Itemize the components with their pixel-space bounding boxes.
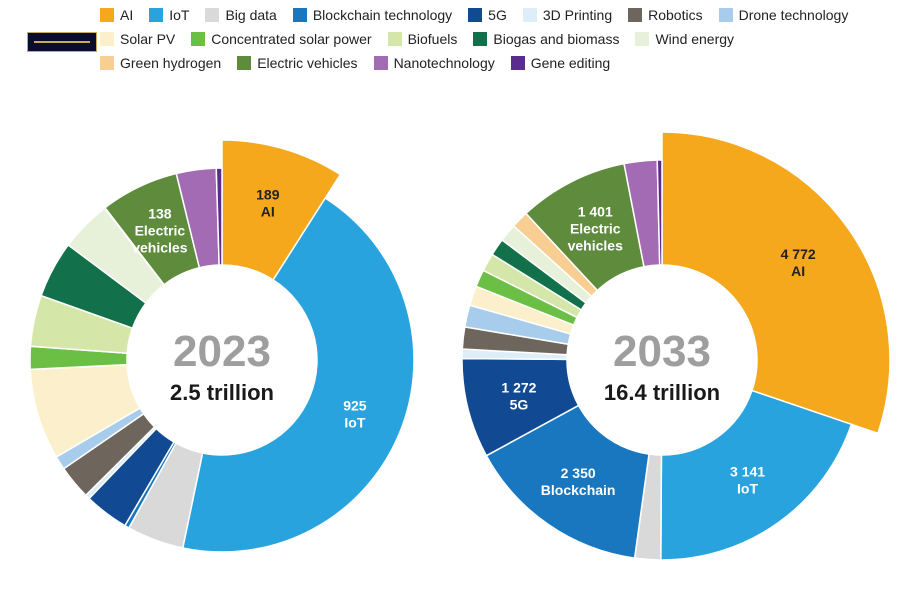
- legend-label: Drone technology: [738, 7, 849, 23]
- slice-name: 5G: [510, 396, 529, 412]
- slice-value: 1 401: [578, 203, 613, 219]
- legend-item: Wind energy: [635, 30, 734, 48]
- slice-name: vehicles: [132, 240, 187, 256]
- donut-2023: 189 AI 925 IoT 138 Electric vehicles 2023 2.5 tr…: [29, 139, 415, 553]
- total-label: 16.4 trillion: [604, 380, 720, 405]
- legend-swatch: [237, 56, 252, 70]
- legend-label: Wind energy: [655, 31, 735, 47]
- legend-swatch: [510, 56, 525, 70]
- legend-item: Electric vehicles: [237, 54, 358, 72]
- slice-value: 2 350: [561, 465, 596, 481]
- slice-iot: [181, 197, 415, 553]
- legend-item: Gene editing: [510, 54, 611, 72]
- slice-name: IoT: [344, 415, 365, 431]
- legend-swatch: [468, 8, 483, 22]
- legend-item: Robotics: [628, 6, 703, 24]
- legend-swatch: [522, 8, 537, 22]
- legend-item: Concentrated solar power: [191, 30, 372, 48]
- legend: AI IoT Big data Blockchain technology 5G 3D P…: [100, 6, 860, 72]
- legend-label: Electric vehicles: [257, 55, 358, 71]
- legend-swatch: [100, 8, 114, 22]
- legend-item: Biofuels: [387, 30, 458, 48]
- slice-label: 189 AI: [256, 187, 280, 220]
- slice-iot: [660, 389, 853, 561]
- legend-label: IoT: [169, 7, 190, 23]
- legend-swatch: [718, 8, 733, 22]
- legend-item: Solar PV: [100, 30, 175, 48]
- year-label: 2023: [173, 327, 271, 376]
- slice-value: 189: [256, 187, 280, 203]
- slice-value: 138: [148, 206, 172, 222]
- legend-swatch: [292, 8, 307, 22]
- legend-swatch: [100, 56, 114, 70]
- slice-name: AI: [261, 204, 275, 220]
- legend-item: Drone technology: [718, 6, 849, 24]
- legend-label: AI: [120, 7, 134, 23]
- slice-label: 925 IoT: [343, 398, 367, 431]
- legend-swatch: [387, 32, 402, 46]
- slice-name: Blockchain: [541, 482, 616, 498]
- year-label: 2033: [613, 327, 711, 376]
- slice-label: 1 401 Electric vehicles: [568, 203, 623, 253]
- slice-label: 4 772 AI: [781, 246, 816, 279]
- legend-swatch: [373, 56, 388, 70]
- legend-label: Blockchain technology: [312, 7, 453, 23]
- donut-2033: 4 772 AI 3 141 IoT 2 350 Blockchain 1 272 5G 1 4…: [461, 131, 891, 561]
- slice-label: 1 272 5G: [501, 379, 536, 412]
- slice-value: 4 772: [781, 246, 816, 262]
- slice-gene-editing: [656, 159, 663, 266]
- legend-swatch: [205, 8, 220, 22]
- legend-swatch: [191, 32, 206, 46]
- slice-value: 3 141: [730, 464, 765, 480]
- slice-name: AI: [791, 263, 805, 279]
- slice-ai: [221, 139, 342, 281]
- legend-swatch: [628, 8, 643, 22]
- legend-item: Nanotechnology: [373, 54, 495, 72]
- slice-gene-editing: [215, 167, 223, 266]
- legend-item: 5G: [468, 6, 507, 24]
- legend-label: Biofuels: [407, 31, 458, 47]
- legend-label: Green hydrogen: [120, 55, 222, 71]
- slice-name: Electric: [570, 220, 621, 236]
- legend-item: IoT: [149, 6, 189, 24]
- slice-name: vehicles: [568, 237, 623, 253]
- slice-label: 2 350 Blockchain: [541, 465, 616, 498]
- legend-item: Big data: [205, 6, 277, 24]
- legend-item: Green hydrogen: [100, 54, 221, 72]
- slice-value: 1 272: [501, 379, 536, 395]
- slice-ai: [661, 131, 891, 435]
- legend-item: Blockchain technology: [292, 6, 453, 24]
- publisher-logo: [27, 32, 97, 52]
- legend-label: Nanotechnology: [393, 55, 495, 71]
- slice-name: Electric: [135, 223, 186, 239]
- legend-swatch: [149, 8, 164, 22]
- slice-name: IoT: [737, 481, 758, 497]
- legend-label: Biogas and biomass: [493, 31, 620, 47]
- slice-label: 138 Electric vehicles: [132, 206, 187, 256]
- legend-label: Robotics: [648, 7, 703, 23]
- legend-item: 3D Printing: [522, 6, 613, 24]
- slice-blockchain-technology: [485, 404, 650, 559]
- legend-swatch: [100, 32, 114, 46]
- total-label: 2.5 trillion: [170, 380, 274, 405]
- slice-value: 925: [343, 398, 367, 414]
- legend-label: 3D Printing: [542, 7, 613, 23]
- slice-label: 3 141 IoT: [730, 464, 765, 497]
- legend-label: Gene editing: [530, 55, 611, 71]
- legend-swatch: [473, 32, 488, 46]
- legend-item: Biogas and biomass: [473, 30, 619, 48]
- legend-label: Concentrated solar power: [211, 31, 372, 47]
- legend-label: Big data: [225, 7, 277, 23]
- legend-swatch: [635, 32, 650, 46]
- legend-label: 5G: [488, 7, 507, 23]
- legend-label: Solar PV: [120, 31, 176, 47]
- legend-item: AI: [100, 6, 133, 24]
